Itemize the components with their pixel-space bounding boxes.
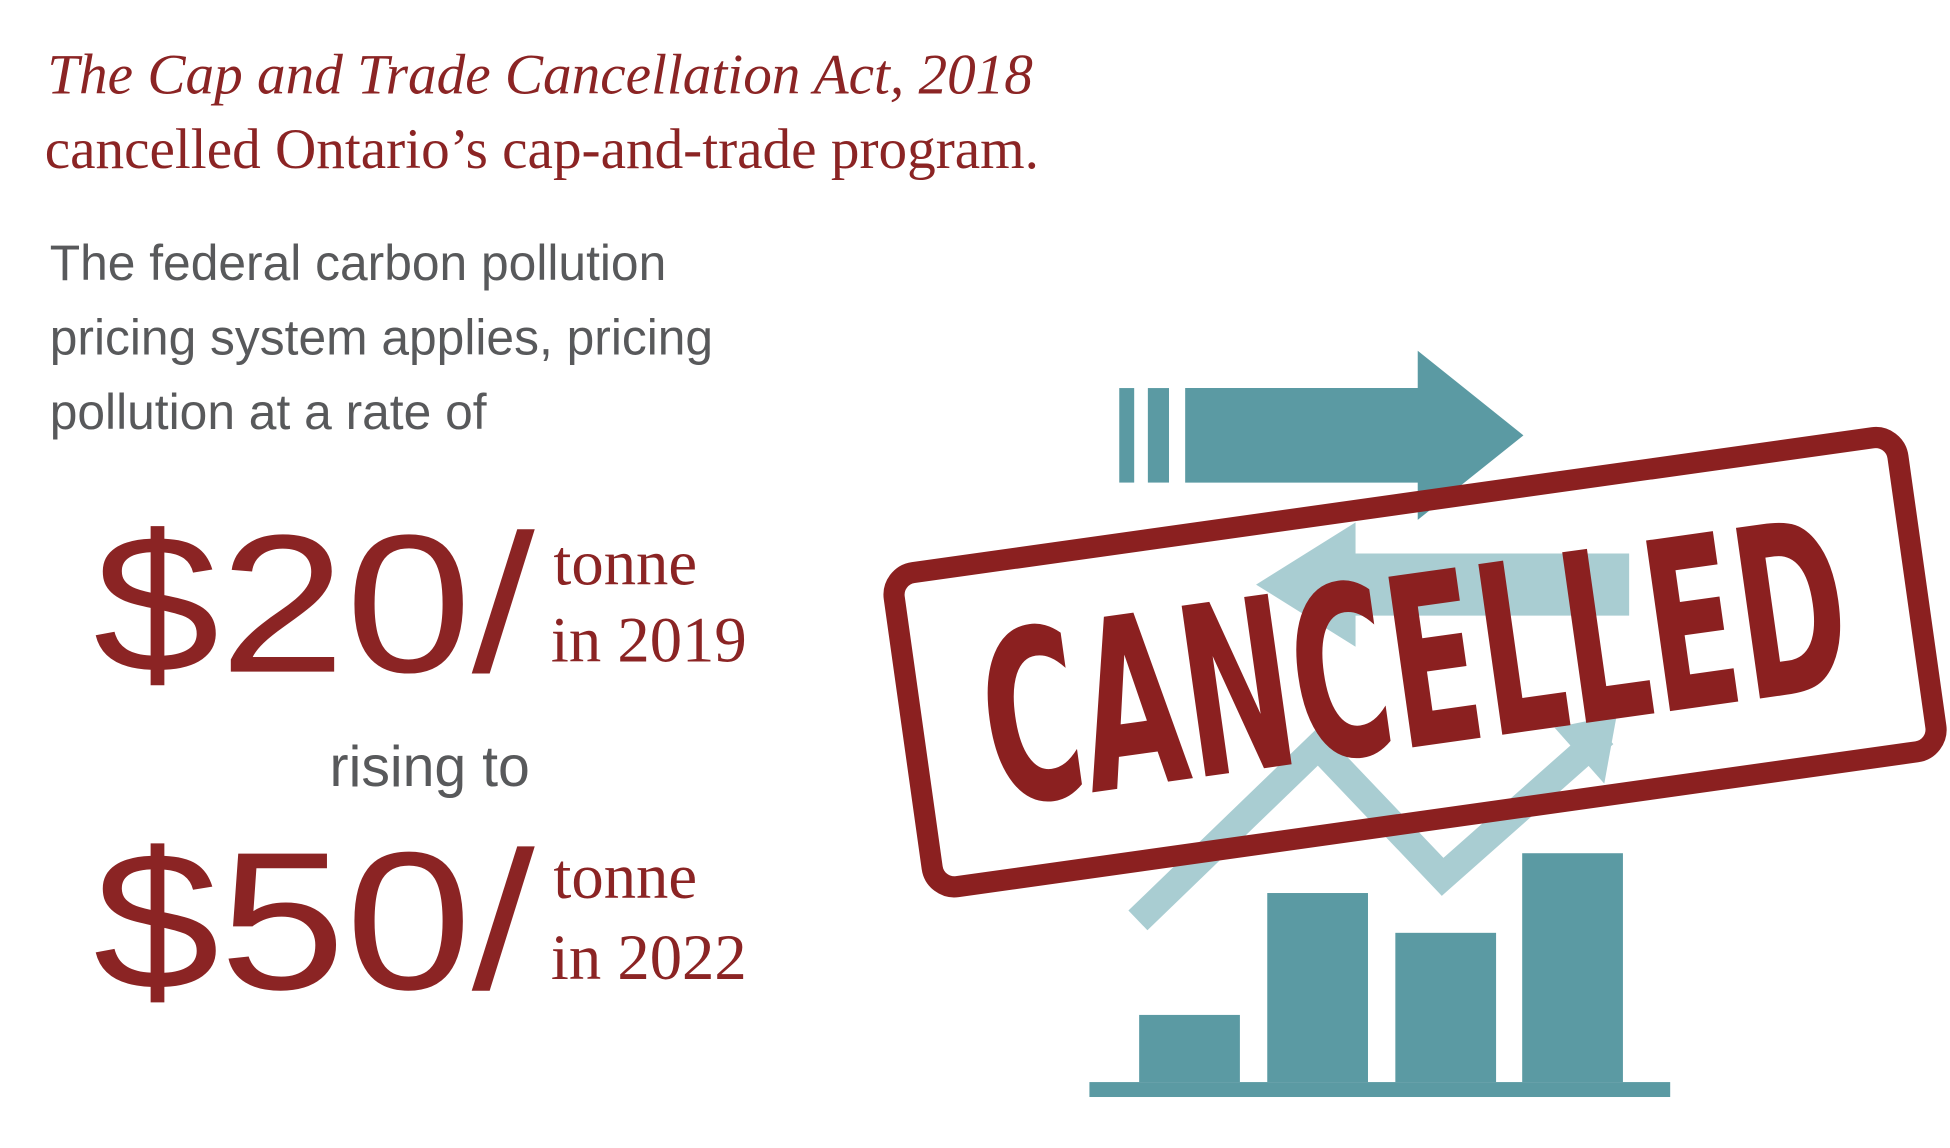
act-title: The Cap and Trade Cancellation Act, 2018 [47, 43, 1033, 106]
price-unit: tonne [553, 527, 697, 599]
stamp-text: CANCELLED [965, 468, 1865, 862]
body-line: pricing system applies, pricing [50, 309, 713, 365]
stamp-border [883, 426, 1947, 898]
stamp: CANCELLED [883, 426, 1947, 898]
connector: rising to [330, 735, 530, 799]
price-year: in 2019 [551, 604, 747, 676]
bar-icon [1522, 853, 1623, 1083]
arrow-stripe [1119, 388, 1135, 483]
bar-icon [1395, 932, 1497, 1083]
bar-icon [1267, 893, 1368, 1083]
price-year: in 2022 [551, 921, 747, 993]
price-amount: $20/ [93, 494, 535, 714]
price-amount: $50/ [93, 811, 535, 1031]
body-line: The federal carbon pollution [50, 235, 667, 291]
chart-icon [1089, 350, 1671, 1098]
body-line: pollution at a rate of [50, 384, 487, 440]
trend-arrowhead [1554, 715, 1617, 784]
light-arrow [1256, 522, 1630, 647]
arrow [1185, 350, 1524, 520]
statement: cancelled Ontario’s cap-and-trade progra… [45, 118, 1039, 181]
baseline [1089, 1082, 1671, 1098]
bar-icon [1139, 1014, 1240, 1083]
arrow-stripe [1147, 388, 1170, 483]
price-unit: tonne [553, 840, 697, 912]
